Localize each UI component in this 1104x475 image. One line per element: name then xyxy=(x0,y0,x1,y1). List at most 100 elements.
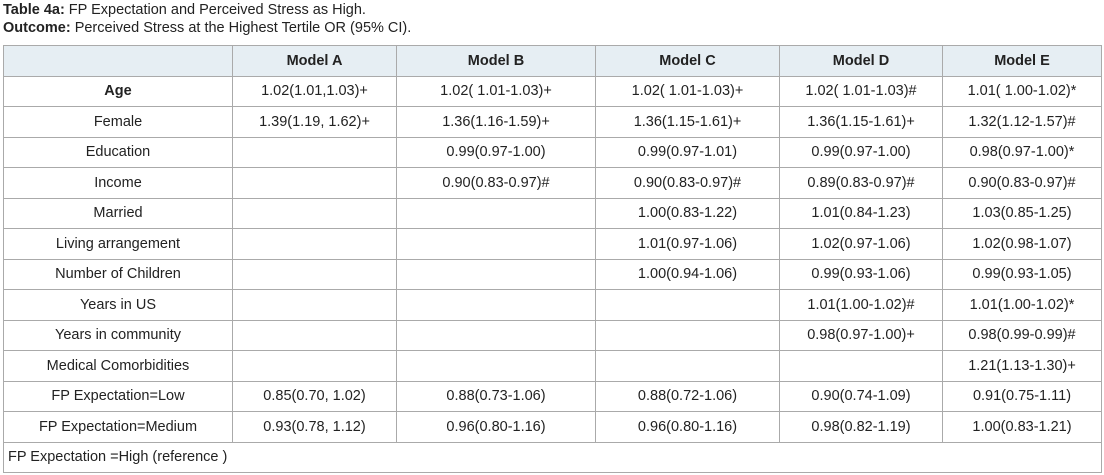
header-cell-model-d: Model D xyxy=(779,45,943,77)
table-cell: 1.36(1.15-1.61)+ xyxy=(779,106,943,138)
table-cell: 1.03(0.85-1.25) xyxy=(942,197,1102,229)
table-cell xyxy=(396,258,596,290)
table-cell: 1.39(1.19, 1.62)+ xyxy=(232,106,397,138)
table-cell: 0.96(0.80-1.16) xyxy=(595,411,780,443)
table-cell: 1.00(0.83-1.22) xyxy=(595,197,780,229)
row-label: FP Expectation=Medium xyxy=(3,411,233,443)
table-cell xyxy=(595,350,780,382)
table-cell: 1.01(1.00-1.02)# xyxy=(779,289,943,321)
footnote-cell: FP Expectation =High (reference ) xyxy=(3,441,1102,473)
table-cell: 0.96(0.80-1.16) xyxy=(396,411,596,443)
table-row: Living arrangement 1.01(0.97-1.06) 1.02(0.… xyxy=(3,228,1102,260)
table-cell xyxy=(396,350,596,382)
header-cell-model-b: Model B xyxy=(396,45,596,77)
table-cell xyxy=(595,289,780,321)
row-label: Female xyxy=(3,106,233,138)
table-cell: 1.02(0.98-1.07) xyxy=(942,228,1102,260)
row-label: Living arrangement xyxy=(3,228,233,260)
table-footer: FP Expectation =High (reference ) xyxy=(3,441,1102,473)
table-cell: 0.98(0.82-1.19) xyxy=(779,411,943,443)
table-cell: 1.02(1.01,1.03)+ xyxy=(232,75,397,107)
table-row: Age 1.02(1.01,1.03)+ 1.02( 1.01-1.03)+ 1.02… xyxy=(3,75,1102,107)
table-cell xyxy=(595,319,780,351)
table-cell: 0.89(0.83-0.97)# xyxy=(779,167,943,199)
row-label: Age xyxy=(3,75,233,107)
table-cell xyxy=(232,289,397,321)
table-cell: 1.02( 1.01-1.03)+ xyxy=(396,75,596,107)
table-row: Years in US 1.01(1.00-1.02)# 1.01(1.00-1.0… xyxy=(3,289,1102,321)
table-row: Education 0.99(0.97-1.00) 0.99(0.97-1.01) 0… xyxy=(3,136,1102,168)
table-cell xyxy=(232,319,397,351)
table-cell: 1.01(0.84-1.23) xyxy=(779,197,943,229)
table-cell: 1.00(0.83-1.21) xyxy=(942,411,1102,443)
table-cell: 1.21(1.13-1.30)+ xyxy=(942,350,1102,382)
table-cell: 0.98(0.97-1.00)* xyxy=(942,136,1102,168)
table-cell xyxy=(232,258,397,290)
header-cell-model-c: Model C xyxy=(595,45,780,77)
table-cell: 1.02(0.97-1.06) xyxy=(779,228,943,260)
caption-title-text: FP Expectation and Perceived Stress as H… xyxy=(64,2,366,18)
table-cell: 1.02( 1.01-1.03)+ xyxy=(595,75,780,107)
table-row: Years in community 0.98(0.97-1.00)+ 0.98(0… xyxy=(3,319,1102,351)
table-cell xyxy=(232,167,397,199)
table-cell xyxy=(396,197,596,229)
table-cell xyxy=(232,350,397,382)
table-cell: 0.91(0.75-1.11) xyxy=(942,380,1102,412)
table-cell xyxy=(232,228,397,260)
caption-title-line: Table 4a: FP Expectation and Perceived S… xyxy=(3,1,411,19)
row-label: Income xyxy=(3,167,233,199)
table-cell: 1.01( 1.00-1.02)* xyxy=(942,75,1102,107)
table-header: Model A Model B Model C Model D Model E xyxy=(3,45,1102,77)
caption-outcome-line: Outcome: Perceived Stress at the Highest… xyxy=(3,19,411,37)
table-row: Income 0.90(0.83-0.97)# 0.90(0.83-0.97)# 0.… xyxy=(3,167,1102,199)
row-label: Years in US xyxy=(3,289,233,321)
row-label: Medical Comorbidities xyxy=(3,350,233,382)
header-cell-label xyxy=(3,45,233,77)
table-cell: 1.02( 1.01-1.03)# xyxy=(779,75,943,107)
table-cell: 1.32(1.12-1.57)# xyxy=(942,106,1102,138)
table-cell: 0.90(0.83-0.97)# xyxy=(396,167,596,199)
row-label: Married xyxy=(3,197,233,229)
caption-outcome-label: Outcome: xyxy=(3,20,71,36)
table-row: Female 1.39(1.19, 1.62)+ 1.36(1.16-1.59)+ 1… xyxy=(3,106,1102,138)
table-cell xyxy=(396,228,596,260)
table-cell: 0.93(0.78, 1.12) xyxy=(232,411,397,443)
table-row: Medical Comorbidities 1.21(1.13-1.30)+ xyxy=(3,350,1102,382)
caption-title-label: Table 4a: xyxy=(3,2,65,18)
table-cell: 0.99(0.93-1.05) xyxy=(942,258,1102,290)
table-cell: 1.36(1.16-1.59)+ xyxy=(396,106,596,138)
table-row: FP Expectation=Low 0.85(0.70, 1.02) 0.88(0… xyxy=(3,380,1102,412)
table-cell: 0.88(0.72-1.06) xyxy=(595,380,780,412)
table-cell: 0.90(0.83-0.97)# xyxy=(942,167,1102,199)
table-cell: 1.36(1.15-1.61)+ xyxy=(595,106,780,138)
table-cell xyxy=(232,197,397,229)
table-cell: 1.00(0.94-1.06) xyxy=(595,258,780,290)
table-row: Married 1.00(0.83-1.22) 1.01(0.84-1.23) 1.0… xyxy=(3,197,1102,229)
table-cell: 0.98(0.97-1.00)+ xyxy=(779,319,943,351)
table-cell xyxy=(396,289,596,321)
table-row: FP Expectation=Medium 0.93(0.78, 1.12) 0.9… xyxy=(3,411,1102,443)
table-cell: 0.98(0.99-0.99)# xyxy=(942,319,1102,351)
header-row: Model A Model B Model C Model D Model E xyxy=(3,45,1102,77)
table-cell: 0.99(0.93-1.06) xyxy=(779,258,943,290)
table-cell: 0.88(0.73-1.06) xyxy=(396,380,596,412)
header-cell-model-e: Model E xyxy=(942,45,1102,77)
table-cell: 0.99(0.97-1.01) xyxy=(595,136,780,168)
table-cell: 1.01(1.00-1.02)* xyxy=(942,289,1102,321)
table-cell: 0.99(0.97-1.00) xyxy=(779,136,943,168)
table-cell: 1.01(0.97-1.06) xyxy=(595,228,780,260)
footnote-row: FP Expectation =High (reference ) xyxy=(3,441,1102,473)
table-cell: 0.99(0.97-1.00) xyxy=(396,136,596,168)
row-label: FP Expectation=Low xyxy=(3,380,233,412)
table-cell: 0.90(0.74-1.09) xyxy=(779,380,943,412)
table-cell xyxy=(232,136,397,168)
table-cell: 0.85(0.70, 1.02) xyxy=(232,380,397,412)
table-cell: 0.90(0.83-0.97)# xyxy=(595,167,780,199)
table-caption: Table 4a: FP Expectation and Perceived S… xyxy=(3,1,411,37)
row-label: Number of Children xyxy=(3,258,233,290)
row-label: Years in community xyxy=(3,319,233,351)
table-row: Number of Children 1.00(0.94-1.06) 0.99(0.… xyxy=(3,258,1102,290)
row-label: Education xyxy=(3,136,233,168)
table-cell xyxy=(396,319,596,351)
header-cell-model-a: Model A xyxy=(232,45,397,77)
